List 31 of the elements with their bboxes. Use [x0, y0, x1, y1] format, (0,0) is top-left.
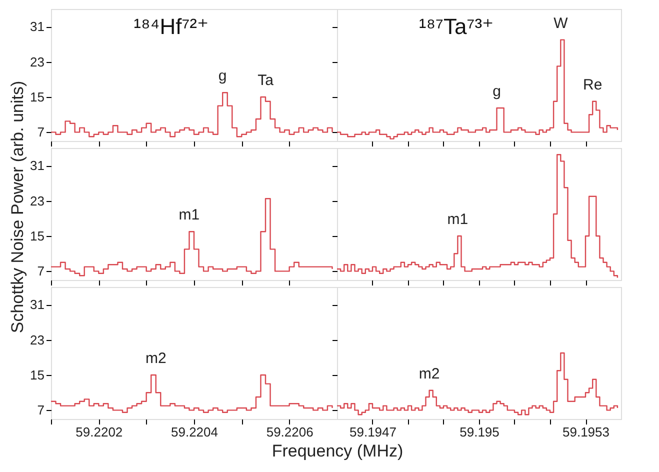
- y-tick-label: 23: [30, 193, 44, 208]
- x-tick-label: 59.2202: [76, 424, 123, 440]
- annotation: m1: [447, 211, 468, 228]
- annotation: Ta: [258, 72, 274, 89]
- x-tick-label: 59.1947: [350, 424, 396, 440]
- annotation: ¹⁸⁴Hf⁷²⁺: [134, 14, 209, 39]
- y-tick-label: 7: [37, 264, 44, 279]
- x-tick-label: 59.2204: [171, 424, 218, 440]
- x-tick-label: 59.1953: [562, 424, 610, 440]
- annotation: ¹⁸⁷Ta⁷³⁺: [418, 14, 494, 39]
- y-tick-label: 15: [30, 228, 44, 244]
- y-tick-label: 7: [37, 124, 44, 140]
- annotation: g: [492, 83, 501, 100]
- annotation: m2: [145, 350, 166, 367]
- x-tick-label: 59.195: [460, 424, 500, 440]
- annotation: g: [218, 68, 227, 85]
- annotation: Re: [583, 76, 602, 94]
- y-tick-label: 15: [30, 368, 44, 382]
- y-tick-label: 31: [30, 297, 44, 312]
- annotation: W: [554, 14, 569, 32]
- y-tick-label: 23: [30, 332, 44, 348]
- x-tick-label: 59.2206: [266, 424, 314, 440]
- annotation: m1: [178, 206, 200, 224]
- y-tick-label: 31: [30, 19, 44, 34]
- x-axis-title: Frequency (MHz): [272, 442, 404, 460]
- y-axis-title: Schottky Noise Power (arb. units): [8, 80, 27, 334]
- annotation: m2: [418, 365, 440, 382]
- y-tick-label: 15: [30, 90, 44, 104]
- y-tick-label: 31: [30, 158, 44, 174]
- y-tick-label: 23: [30, 54, 44, 70]
- y-tick-label: 7: [37, 402, 44, 418]
